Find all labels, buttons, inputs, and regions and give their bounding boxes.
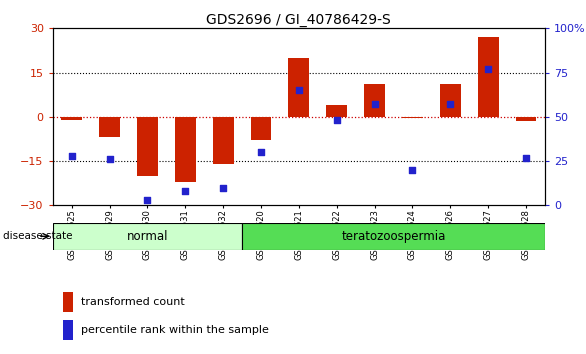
Point <box>256 149 265 155</box>
FancyBboxPatch shape <box>242 223 545 250</box>
Bar <box>364 84 385 117</box>
Point <box>219 185 228 190</box>
FancyBboxPatch shape <box>53 223 242 250</box>
Bar <box>62 117 82 120</box>
Text: transformed count: transformed count <box>81 297 185 307</box>
Point <box>445 102 455 107</box>
Point <box>143 197 152 203</box>
Point <box>67 153 76 159</box>
Bar <box>137 117 158 176</box>
Bar <box>440 84 461 117</box>
Bar <box>288 58 309 117</box>
Bar <box>251 117 271 141</box>
Point <box>483 66 493 72</box>
Point <box>522 155 531 160</box>
Point <box>332 118 342 123</box>
Bar <box>175 117 196 182</box>
Bar <box>213 117 234 164</box>
Text: teratozoospermia: teratozoospermia <box>341 230 446 243</box>
Bar <box>516 117 536 121</box>
Bar <box>63 320 73 340</box>
Point <box>408 167 417 173</box>
Title: GDS2696 / GI_40786429-S: GDS2696 / GI_40786429-S <box>206 13 391 27</box>
Text: disease state: disease state <box>3 231 73 241</box>
Bar <box>402 117 423 118</box>
Bar <box>478 37 499 117</box>
Text: normal: normal <box>127 230 168 243</box>
Point <box>105 156 114 162</box>
Bar <box>99 117 120 137</box>
Bar <box>326 105 347 117</box>
Point <box>294 87 304 93</box>
Text: percentile rank within the sample: percentile rank within the sample <box>81 325 268 335</box>
Point <box>370 102 379 107</box>
Bar <box>63 292 73 312</box>
Point <box>180 188 190 194</box>
